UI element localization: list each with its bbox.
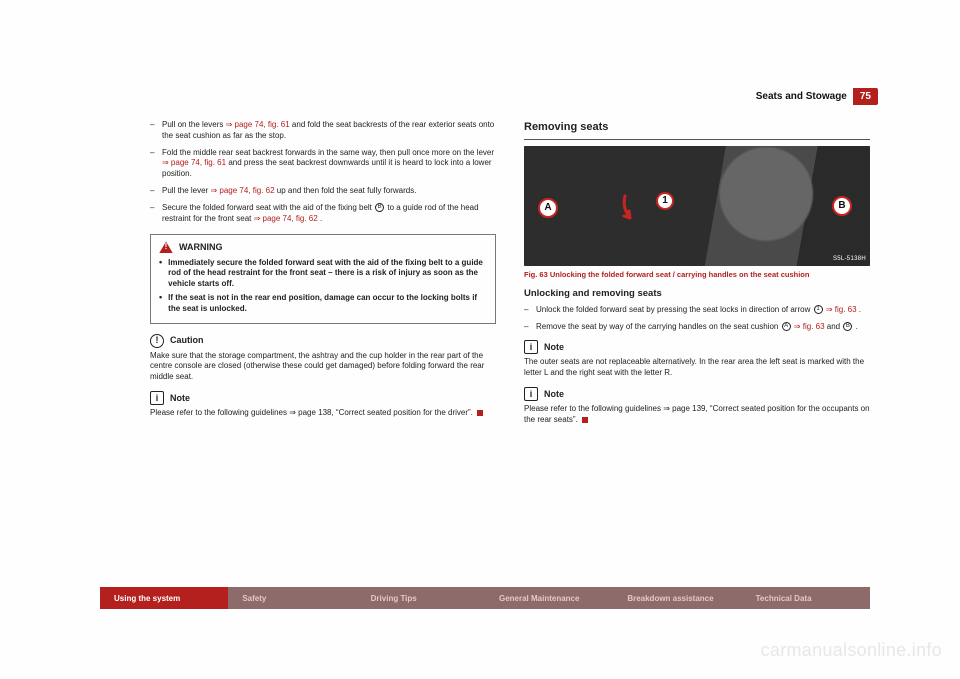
bullet-dot: •: [159, 258, 162, 290]
list-item: – Unlock the folded forward seat by pres…: [524, 305, 870, 316]
warning-icon: [159, 241, 173, 253]
note-icon: i: [524, 340, 538, 354]
footer-tab-technical-data[interactable]: Technical Data: [742, 587, 870, 609]
figure-ref-link[interactable]: ⇒ fig. 63: [826, 305, 857, 314]
figure-photo: A 1 B S5L-5138H: [524, 146, 870, 266]
callout-b-icon: B: [375, 203, 384, 212]
caution-title: Caution: [170, 334, 204, 346]
body-text: up and then fold the seat fully forwards…: [277, 186, 417, 195]
list-item: – Pull the lever ⇒ page 74, fig. 62 up a…: [150, 186, 496, 197]
body-text: .: [320, 214, 322, 223]
note-title: Note: [170, 392, 190, 404]
callout-1-icon: 1: [814, 305, 823, 314]
figure-caption: Fig. 63 Unlocking the folded forward sea…: [524, 270, 870, 280]
list-item: – Remove the seat by way of the carrying…: [524, 322, 870, 333]
page-ref-link[interactable]: ⇒ page 74, fig. 62: [254, 214, 318, 223]
footer-tab-breakdown[interactable]: Breakdown assistance: [613, 587, 741, 609]
note-body: The outer seats are not replaceable alte…: [524, 357, 870, 379]
callout-b-icon: B: [832, 196, 852, 216]
bullet-dot: •: [159, 293, 162, 315]
body-text: Fold the middle rear seat backrest forwa…: [162, 148, 494, 157]
note-title: Note: [544, 341, 564, 353]
callout-b-icon: B: [843, 322, 852, 331]
footer-tab-using-system[interactable]: Using the system: [100, 587, 228, 609]
left-column: – Pull on the levers ⇒ page 74, fig. 61 …: [150, 120, 496, 426]
end-marker-icon: [477, 410, 483, 416]
right-column: Removing seats A 1 B S5L-5138H Fig. 63 U…: [524, 120, 870, 426]
note-text: Please refer to the following guidelines…: [524, 404, 870, 424]
footer-tab-safety[interactable]: Safety: [228, 587, 356, 609]
caution-icon: !: [150, 334, 164, 348]
body-text: and: [827, 322, 843, 331]
watermark: carmanualsonline.info: [761, 640, 942, 661]
body-text: .: [859, 305, 861, 314]
note-icon: i: [150, 391, 164, 405]
bullet-dash: –: [150, 148, 162, 180]
end-marker-icon: [582, 417, 588, 423]
list-item: – Secure the folded forward seat with th…: [150, 203, 496, 225]
divider: [524, 139, 870, 140]
bullet-dash: –: [150, 120, 162, 142]
note-icon: i: [524, 387, 538, 401]
caution-body: Make sure that the storage compartment, …: [150, 351, 496, 383]
page-header: Seats and Stowage 75: [756, 88, 878, 105]
photo-id: S5L-5138H: [833, 255, 866, 263]
footer-tab-driving-tips[interactable]: Driving Tips: [357, 587, 485, 609]
footer-nav: Using the system Safety Driving Tips Gen…: [100, 587, 870, 609]
list-item: – Pull on the levers ⇒ page 74, fig. 61 …: [150, 120, 496, 142]
body-text: Pull the lever: [162, 186, 210, 195]
page-ref-link[interactable]: ⇒ page 74, fig. 61: [162, 158, 226, 167]
page-ref-link[interactable]: ⇒ page 74, fig. 61: [226, 120, 290, 129]
page-number: 75: [853, 88, 878, 105]
bullet-dash: –: [524, 305, 536, 316]
note-title: Note: [544, 388, 564, 400]
body-text: .: [856, 322, 858, 331]
footer-tab-general-maintenance[interactable]: General Maintenance: [485, 587, 613, 609]
section-title: Seats and Stowage: [756, 91, 847, 102]
callout-a-icon: A: [782, 322, 791, 331]
arrow-icon: [620, 194, 660, 222]
bullet-dash: –: [150, 203, 162, 225]
sub-heading: Unlocking and removing seats: [524, 288, 870, 301]
callout-a-icon: A: [538, 198, 558, 218]
page-ref-link[interactable]: ⇒ page 74, fig. 62: [210, 186, 274, 195]
section-heading: Removing seats: [524, 120, 870, 135]
body-text: Pull on the levers: [162, 120, 226, 129]
list-item: – Fold the middle rear seat backrest for…: [150, 148, 496, 180]
warning-title: WARNING: [179, 241, 223, 253]
warning-box: WARNING • Immediately secure the folded …: [150, 234, 496, 323]
body-text: Secure the folded forward seat with the …: [162, 203, 374, 212]
note-text: Please refer to the following guidelines…: [150, 408, 473, 417]
note-body: Please refer to the following guidelines…: [524, 404, 870, 426]
figure-ref-link[interactable]: ⇒ fig. 63: [794, 322, 825, 331]
bullet-dash: –: [524, 322, 536, 333]
body-text: Unlock the folded forward seat by pressi…: [536, 305, 813, 314]
warning-text: If the seat is not in the rear end posit…: [168, 293, 487, 315]
warning-text: Immediately secure the folded forward se…: [168, 258, 487, 290]
bullet-dash: –: [150, 186, 162, 197]
body-text: Remove the seat by way of the carrying h…: [536, 322, 781, 331]
note-body: Please refer to the following guidelines…: [150, 408, 496, 419]
